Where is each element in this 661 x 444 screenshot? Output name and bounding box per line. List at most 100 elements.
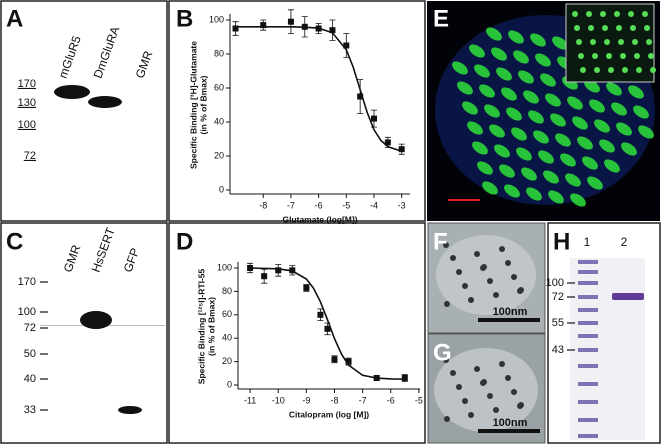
panel-letter: E [433, 5, 449, 32]
data-point [324, 325, 331, 332]
panel-letter: B [176, 5, 193, 32]
particle [462, 283, 468, 289]
x-tick-label: -10 [272, 395, 285, 405]
particle [487, 278, 493, 284]
marker-label: 33 [24, 404, 36, 416]
ladder-band [578, 270, 598, 274]
inset-dot [588, 25, 594, 31]
lane-label: 1 [584, 235, 591, 249]
vesicle [436, 235, 536, 315]
inset-dot [644, 25, 650, 31]
fit-curve [235, 26, 402, 152]
cell [472, 141, 488, 155]
particle [505, 375, 511, 381]
data-point [232, 25, 239, 32]
data-point [384, 139, 391, 146]
marker-label: 72 [552, 291, 564, 303]
particle [511, 274, 517, 280]
y-tick-label: 20 [222, 356, 232, 366]
particle [456, 269, 462, 275]
inset-dot [594, 67, 600, 73]
data-point [261, 273, 268, 280]
band [80, 311, 112, 329]
data-point [371, 115, 377, 122]
y-tick-label: 0 [219, 184, 224, 194]
particle [499, 361, 505, 367]
x-tick-label: -7 [287, 200, 295, 210]
data-point [357, 93, 364, 100]
cell [452, 61, 468, 75]
y-axis-label: (in % of Bmax) [206, 297, 216, 356]
cell [638, 125, 654, 139]
panel-a-frame [0, 0, 168, 222]
inset-dot [576, 39, 582, 45]
cell [479, 84, 495, 98]
cell [582, 156, 598, 170]
cell [467, 121, 483, 135]
y-tick-label: 60 [214, 82, 224, 92]
cell [496, 67, 512, 81]
cell [587, 176, 603, 190]
cell [494, 144, 510, 158]
cell [482, 181, 498, 195]
x-tick-label: -5 [415, 395, 423, 405]
ladder-band [578, 364, 598, 368]
vesicle [434, 348, 538, 432]
panel-letter: F [433, 228, 448, 255]
inset-dot [600, 11, 606, 17]
particle [487, 393, 493, 399]
inset-dot [592, 53, 598, 59]
cell [457, 81, 473, 95]
ladder-band [578, 295, 598, 299]
cell [572, 116, 588, 130]
particle [443, 242, 449, 248]
data-point [398, 146, 405, 153]
particle [456, 384, 462, 390]
data-point [373, 374, 380, 381]
ladder-band [578, 334, 598, 338]
cell [550, 113, 566, 127]
cell [589, 99, 605, 113]
marker-label: 100 [18, 119, 36, 131]
inset-dot [642, 11, 648, 17]
data-point [401, 374, 408, 381]
cell [501, 87, 517, 101]
cell [552, 36, 568, 50]
data-point [315, 25, 322, 32]
cell [545, 93, 561, 107]
ladder-band [578, 434, 598, 438]
inset-dot [632, 39, 638, 45]
ladder-band [578, 281, 598, 285]
cell [540, 73, 556, 87]
data-point [345, 358, 352, 365]
cell [633, 105, 649, 119]
marker-label: 170 [18, 78, 36, 90]
inset-dot [616, 25, 622, 31]
cell [499, 164, 515, 178]
cell [628, 85, 644, 99]
cell [526, 187, 542, 201]
inset-dot [620, 53, 626, 59]
data-point [275, 267, 282, 274]
cell [504, 184, 520, 198]
particle [481, 379, 487, 385]
inset-dot [572, 11, 578, 17]
inset-dot [586, 11, 592, 17]
particle [468, 297, 474, 303]
data-point [301, 23, 308, 30]
inset-dot [650, 67, 656, 73]
inset-dot [578, 53, 584, 59]
inset-dot [604, 39, 610, 45]
particle [474, 366, 480, 372]
cell [528, 110, 544, 124]
ladder-band [578, 321, 598, 325]
cell [565, 173, 581, 187]
inset-dot [628, 11, 634, 17]
particle [444, 301, 450, 307]
panel-d-frame [168, 222, 426, 444]
band [118, 406, 142, 414]
inset-dot [580, 67, 586, 73]
x-tick-label: -8 [259, 200, 267, 210]
band [54, 85, 90, 99]
